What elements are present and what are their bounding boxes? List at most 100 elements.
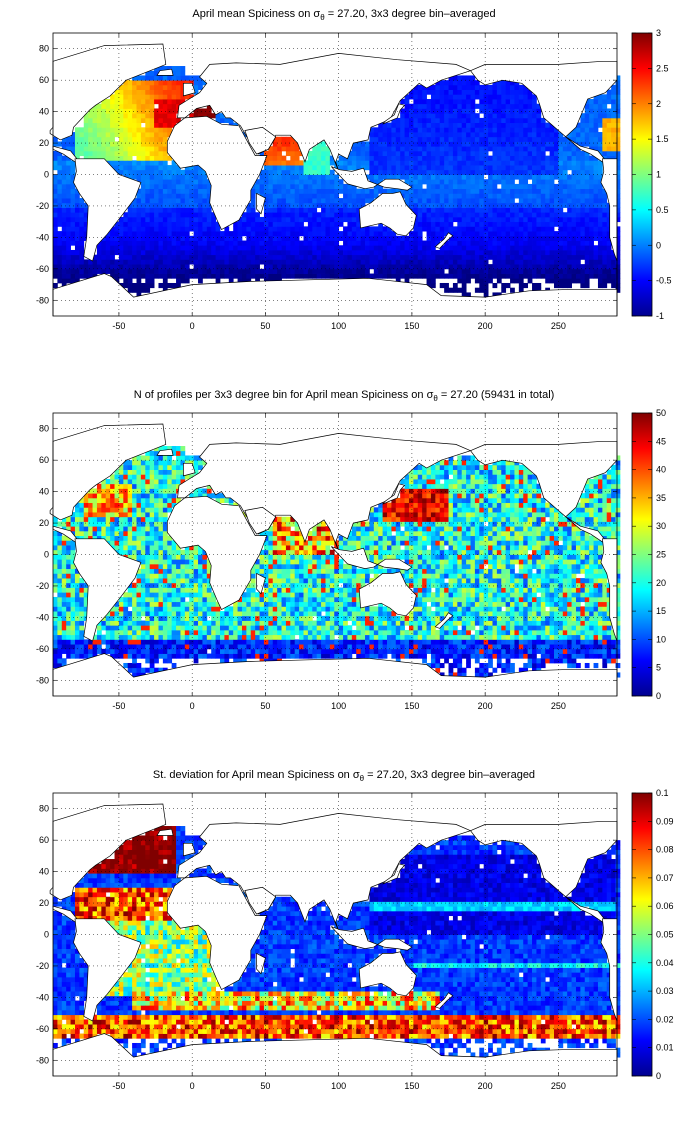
heatmap-cell (439, 169, 445, 175)
heatmap-cell (145, 488, 151, 494)
heatmap-cell (413, 249, 419, 256)
heatmap-cell (558, 226, 564, 232)
heatmap-cell (184, 268, 190, 274)
heatmap-cell (378, 136, 384, 142)
heatmap-cell (74, 611, 80, 617)
heatmap-cell (53, 202, 58, 208)
heatmap-cell (369, 179, 375, 185)
heatmap-cell (96, 493, 102, 499)
heatmap-cell (571, 136, 577, 142)
heatmap-cell (611, 136, 616, 142)
heatmap-cell (602, 216, 608, 223)
heatmap-cell (466, 268, 471, 274)
heatmap-cell (474, 193, 480, 199)
heatmap-cell (444, 198, 449, 204)
heatmap-cell (439, 141, 445, 147)
heatmap-cell (422, 136, 427, 142)
heatmap-cell (162, 108, 168, 114)
heatmap-cell (483, 89, 489, 95)
heatmap-cell (505, 89, 511, 95)
heatmap-cell (61, 606, 67, 612)
heatmap-cell (127, 273, 133, 279)
heatmap-cell (127, 268, 133, 274)
heatmap-cell (136, 639, 142, 645)
heatmap-cell (136, 648, 142, 654)
heatmap-cell (554, 193, 559, 199)
heatmap-cell (277, 226, 282, 232)
heatmap-cell (74, 601, 80, 607)
heatmap-cell (567, 259, 572, 265)
heatmap-cell (132, 235, 137, 241)
heatmap-cell (66, 193, 71, 199)
heatmap-cell (123, 530, 129, 537)
heatmap-cell (61, 611, 67, 617)
heatmap-cell (158, 535, 164, 541)
heatmap-cell (567, 273, 572, 279)
heatmap-cell (132, 672, 137, 678)
heatmap-cell (140, 469, 146, 475)
heatmap-cell (391, 155, 397, 161)
heatmap-cell (140, 516, 146, 522)
heatmap-cell (347, 188, 353, 194)
heatmap-cell (149, 615, 155, 621)
heatmap-cell (417, 146, 423, 152)
heatmap-cell (136, 672, 142, 678)
heatmap-cell (88, 639, 93, 645)
heatmap-cell (162, 249, 168, 256)
heatmap-cell (299, 202, 304, 208)
heatmap-cell (479, 160, 485, 166)
heatmap-cell (461, 155, 467, 161)
heatmap-cell (171, 165, 177, 171)
heatmap-cell (61, 273, 67, 279)
heatmap-cell (378, 141, 384, 147)
heatmap-cell (294, 264, 300, 270)
heatmap-cell (488, 235, 493, 241)
heatmap-cell (430, 221, 436, 227)
heatmap-cell (312, 202, 318, 208)
heatmap-cell (123, 103, 129, 109)
heatmap-cell (492, 231, 498, 237)
heatmap-cell (536, 245, 542, 251)
heatmap-cell (501, 193, 507, 199)
heatmap-cell (162, 207, 168, 213)
heatmap-cell (92, 530, 98, 537)
heatmap-cell (162, 245, 168, 251)
heatmap-cell (404, 122, 410, 128)
heatmap-cell (110, 502, 115, 508)
heatmap-cell (505, 212, 511, 218)
heatmap-cell (400, 150, 405, 157)
heatmap-cell (571, 155, 577, 161)
heatmap-cell (365, 150, 370, 157)
heatmap-cell (523, 150, 529, 157)
heatmap-cell (154, 75, 159, 81)
heatmap-cell (268, 179, 274, 185)
heatmap-cell (110, 479, 115, 485)
heatmap-cell (457, 264, 463, 270)
heatmap-cell (114, 235, 120, 241)
heatmap-cell (127, 254, 133, 260)
heatmap-cell (589, 155, 594, 161)
heatmap-cell (501, 94, 507, 100)
heatmap-cell (268, 202, 274, 208)
heatmap-cell (263, 155, 269, 161)
heatmap-cell (136, 188, 142, 194)
heatmap-cell (154, 174, 159, 180)
heatmap-cell (360, 202, 366, 208)
heatmap-cell (496, 235, 502, 241)
heatmap-cell (382, 226, 388, 232)
heatmap-cell (123, 639, 129, 645)
heatmap-cell (567, 174, 572, 180)
y-tick-label: 80 (39, 44, 49, 54)
heatmap-cell (338, 235, 344, 241)
heatmap-cell (83, 502, 89, 508)
heatmap-cell (259, 174, 265, 180)
heatmap-cell (457, 80, 463, 86)
heatmap-cell (149, 84, 155, 90)
heatmap-cell (325, 216, 331, 223)
heatmap-cell (74, 644, 80, 650)
heatmap-cell (158, 273, 164, 279)
heatmap-cell (422, 264, 427, 270)
heatmap-cell (483, 216, 489, 223)
heatmap-cell (422, 132, 427, 138)
heatmap-cell (127, 108, 133, 114)
